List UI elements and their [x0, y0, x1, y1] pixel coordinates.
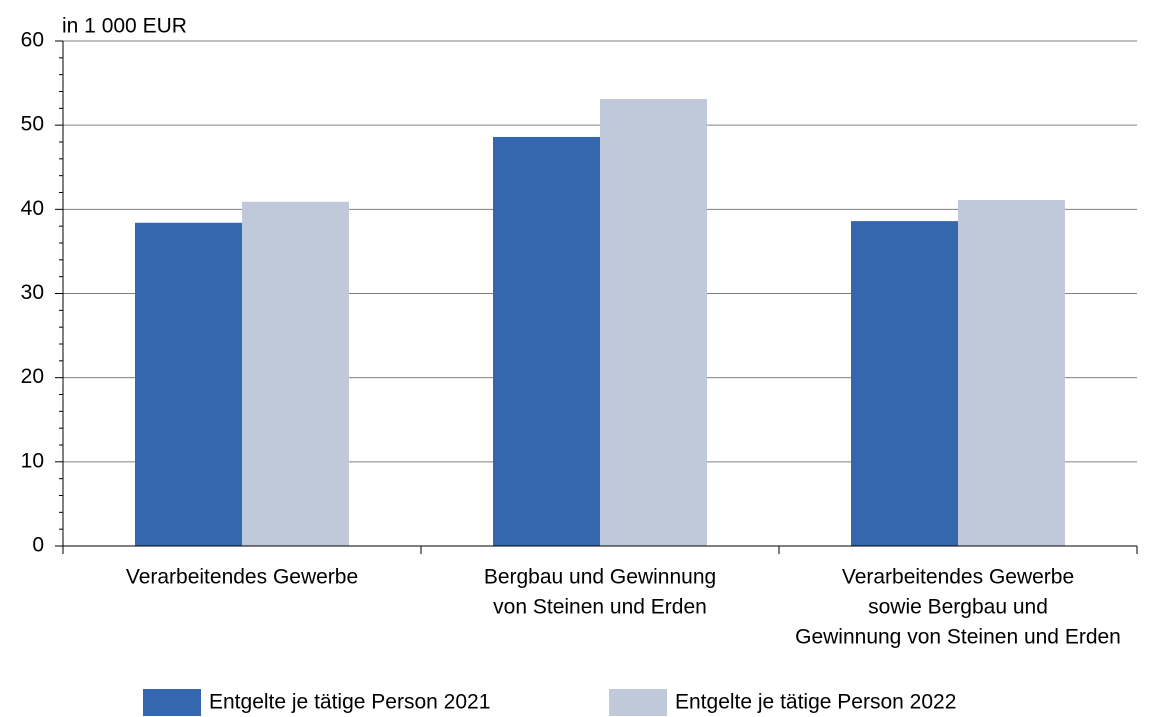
y-tick-label: 60	[21, 29, 44, 52]
x-tick-label: Verarbeitendes Gewerbe	[842, 566, 1074, 589]
y-axis-label: in 1 000 EUR	[62, 15, 187, 38]
legend-swatch	[143, 689, 201, 716]
bar	[135, 222, 242, 547]
bar	[242, 201, 349, 546]
legend-label: Entgelte je tätige Person 2021	[209, 691, 490, 714]
bar	[958, 200, 1065, 546]
y-tick-label: 20	[21, 365, 44, 388]
y-tick-label: 10	[21, 449, 44, 472]
bar	[600, 99, 707, 546]
x-tick-label: von Steinen und Erden	[493, 596, 707, 619]
x-tick-label: sowie Bergbau und	[868, 596, 1048, 619]
y-tick-label: 50	[21, 113, 44, 136]
x-tick-label: Bergbau und Gewinnung	[484, 566, 716, 589]
y-tick-label: 40	[21, 197, 44, 220]
bar	[851, 221, 958, 546]
x-tick-label: Verarbeitendes Gewerbe	[126, 566, 358, 589]
y-tick-label: 0	[32, 534, 44, 557]
x-tick-label: Gewinnung von Steinen und Erden	[795, 626, 1121, 649]
legend-swatch	[609, 689, 667, 716]
legend-label: Entgelte je tätige Person 2022	[675, 691, 956, 714]
bar	[493, 136, 600, 546]
y-tick-label: 30	[21, 281, 44, 304]
